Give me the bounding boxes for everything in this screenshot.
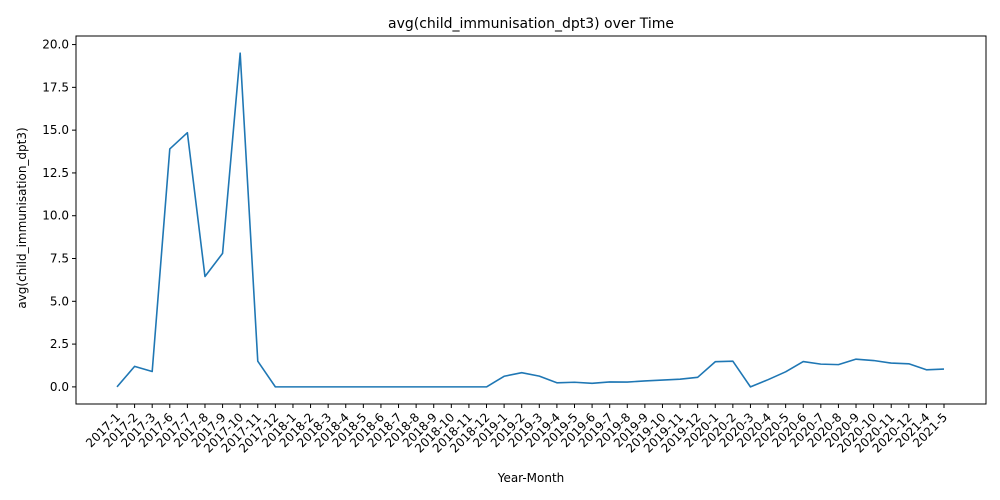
plot-area-frame bbox=[75, 35, 987, 405]
y-axis-ticks: 0.0 2.5 5.0 7.5 10.0 12.5 15.0 17.5 20.0 bbox=[42, 38, 76, 394]
y-tick-label: 15.0 bbox=[42, 123, 69, 137]
y-tick-label: 2.5 bbox=[50, 337, 69, 351]
series-group bbox=[116, 52, 945, 388]
chart-title: avg(child_immunisation_dpt3) over Time bbox=[388, 16, 674, 32]
y-tick-label: 7.5 bbox=[50, 252, 69, 266]
y-tick-label: 10.0 bbox=[42, 209, 69, 223]
y-tick-label: 5.0 bbox=[50, 294, 69, 308]
data-line bbox=[116, 52, 945, 388]
x-axis-ticks: 2017-12017-22017-32017-62017-72017-82017… bbox=[83, 404, 950, 456]
y-tick-label: 0.0 bbox=[50, 380, 69, 394]
y-tick-label: 12.5 bbox=[42, 166, 69, 180]
y-axis-label: avg(child_immunisation_dpt3) bbox=[15, 127, 29, 308]
y-tick-label: 17.5 bbox=[42, 80, 69, 94]
x-axis-label: Year-Month bbox=[497, 471, 565, 485]
y-tick-label: 20.0 bbox=[42, 38, 69, 52]
